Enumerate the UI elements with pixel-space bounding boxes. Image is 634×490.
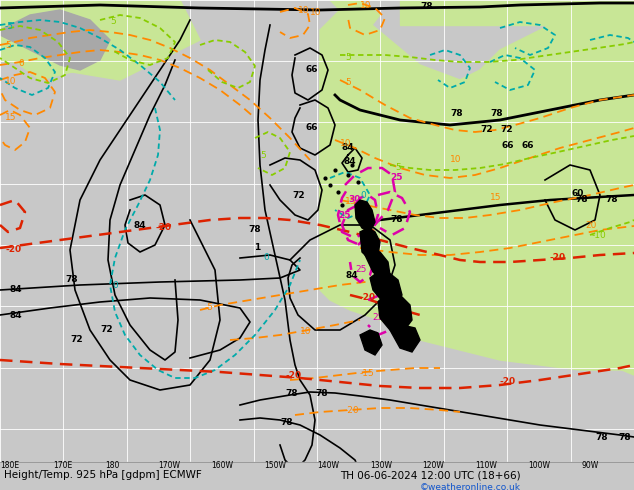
Text: 78: 78 xyxy=(605,196,618,204)
Text: ©weatheronline.co.uk: ©weatheronline.co.uk xyxy=(420,483,521,490)
Text: 170W: 170W xyxy=(158,461,181,469)
Text: 30: 30 xyxy=(348,196,360,204)
Text: 10: 10 xyxy=(310,8,321,18)
Text: 84: 84 xyxy=(10,312,23,320)
Text: 160W: 160W xyxy=(211,461,233,469)
Text: 78: 78 xyxy=(490,108,503,118)
Text: 84: 84 xyxy=(344,157,356,167)
Text: 25: 25 xyxy=(390,173,403,182)
Text: -20: -20 xyxy=(550,253,566,263)
Text: -20: -20 xyxy=(155,223,171,232)
Text: 78: 78 xyxy=(65,275,77,285)
Polygon shape xyxy=(0,0,100,80)
Text: 110W: 110W xyxy=(476,461,498,469)
Polygon shape xyxy=(0,10,110,70)
Text: 72: 72 xyxy=(70,336,82,344)
Text: 60: 60 xyxy=(572,189,585,197)
Text: 20: 20 xyxy=(585,220,597,229)
Text: 170E: 170E xyxy=(53,461,72,469)
Text: 5: 5 xyxy=(345,78,351,88)
Text: 66: 66 xyxy=(522,141,534,149)
Text: 5: 5 xyxy=(260,150,266,160)
Text: -20: -20 xyxy=(345,406,359,415)
Text: 25: 25 xyxy=(372,314,384,322)
Polygon shape xyxy=(378,295,412,332)
Text: 0: 0 xyxy=(360,192,366,200)
Text: -5: -5 xyxy=(5,23,14,31)
Text: 72: 72 xyxy=(100,325,113,335)
Text: 72: 72 xyxy=(480,125,493,134)
Text: 10: 10 xyxy=(340,139,351,147)
Text: -10: -10 xyxy=(592,231,607,241)
Text: -20: -20 xyxy=(500,377,516,387)
Text: 78: 78 xyxy=(618,433,631,441)
Text: 180E: 180E xyxy=(0,461,19,469)
Text: 78: 78 xyxy=(248,225,261,235)
Text: 84: 84 xyxy=(10,286,23,294)
Text: 100W: 100W xyxy=(528,461,550,469)
Polygon shape xyxy=(365,250,390,280)
Text: 5: 5 xyxy=(345,53,351,63)
Text: 15: 15 xyxy=(490,194,501,202)
Text: 1: 1 xyxy=(254,244,260,252)
Text: 78: 78 xyxy=(450,108,463,118)
Text: TH 06-06-2024 12:00 UTC (18+66): TH 06-06-2024 12:00 UTC (18+66) xyxy=(340,470,521,480)
Polygon shape xyxy=(355,200,375,232)
Text: 25: 25 xyxy=(355,266,366,274)
Text: 10: 10 xyxy=(300,327,311,337)
Polygon shape xyxy=(0,0,200,80)
Text: Height/Temp. 925 hPa [gdpm] ECMWF: Height/Temp. 925 hPa [gdpm] ECMWF xyxy=(4,470,202,480)
Text: -20: -20 xyxy=(285,371,301,381)
Polygon shape xyxy=(320,0,634,370)
Polygon shape xyxy=(390,325,420,352)
Text: 10: 10 xyxy=(450,155,462,165)
Text: 10: 10 xyxy=(298,6,309,16)
Text: 25: 25 xyxy=(338,211,351,220)
Text: 150W: 150W xyxy=(264,461,286,469)
Text: 72: 72 xyxy=(292,191,304,199)
Text: -20: -20 xyxy=(5,245,21,254)
Polygon shape xyxy=(400,0,634,25)
Text: 84: 84 xyxy=(342,144,354,152)
Text: 84: 84 xyxy=(345,270,358,279)
Text: 78: 78 xyxy=(420,2,432,11)
Text: 140W: 140W xyxy=(317,461,339,469)
Text: 130W: 130W xyxy=(370,461,392,469)
Text: 84: 84 xyxy=(133,220,146,229)
Polygon shape xyxy=(320,5,634,375)
Text: 0: 0 xyxy=(263,253,269,263)
Text: 15: 15 xyxy=(5,114,16,122)
Text: 78: 78 xyxy=(315,390,328,398)
Text: 5: 5 xyxy=(110,18,116,26)
Text: 10: 10 xyxy=(5,77,16,87)
Text: 20: 20 xyxy=(365,245,377,254)
Text: 72: 72 xyxy=(500,125,513,134)
Polygon shape xyxy=(360,228,380,260)
Text: 10: 10 xyxy=(360,1,372,10)
Text: 78: 78 xyxy=(390,216,403,224)
Polygon shape xyxy=(360,330,382,355)
Text: 180: 180 xyxy=(106,461,120,469)
Text: 0: 0 xyxy=(18,59,23,69)
Text: 78: 78 xyxy=(595,433,607,441)
Text: 66: 66 xyxy=(502,141,515,149)
Text: -15: -15 xyxy=(360,368,375,377)
Text: -5: -5 xyxy=(205,303,214,313)
Text: -20: -20 xyxy=(360,228,376,238)
Text: 0: 0 xyxy=(112,280,118,290)
Polygon shape xyxy=(0,462,634,490)
Polygon shape xyxy=(370,272,402,305)
Text: 66: 66 xyxy=(305,123,318,132)
Text: 120W: 120W xyxy=(423,461,444,469)
Text: 78: 78 xyxy=(280,417,293,426)
Text: 5: 5 xyxy=(5,42,11,50)
Text: 78: 78 xyxy=(285,389,297,397)
Text: -20: -20 xyxy=(360,294,376,302)
Text: 15: 15 xyxy=(345,197,356,206)
Text: 66: 66 xyxy=(306,66,318,74)
Text: 5: 5 xyxy=(395,164,401,172)
Text: 78: 78 xyxy=(575,196,588,204)
Text: 90W: 90W xyxy=(581,461,598,469)
